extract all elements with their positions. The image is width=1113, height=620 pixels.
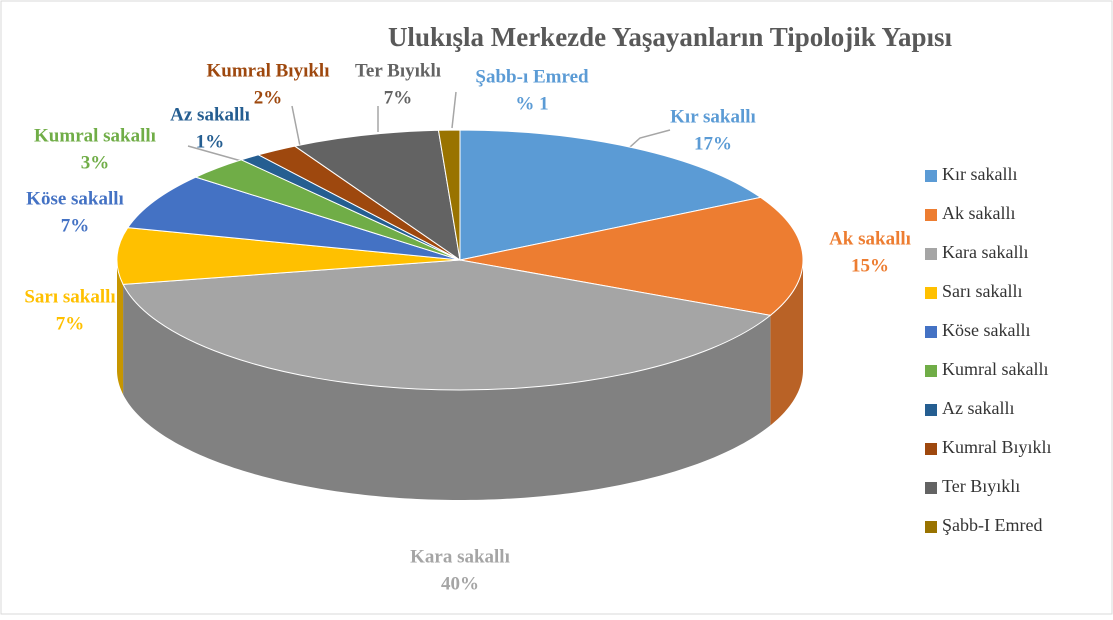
legend-swatch: [925, 404, 937, 416]
legend-swatch: [925, 287, 937, 299]
data-label-name: Kumral sakallı: [34, 125, 156, 146]
legend-label: Şabb-I Emred: [942, 515, 1042, 535]
legend-label: Ter Bıyıklı: [942, 476, 1020, 496]
legend-label: Kır sakallı: [942, 164, 1017, 184]
data-label-value: 40%: [441, 573, 479, 594]
legend-swatch: [925, 170, 937, 182]
slice: [437, 129, 461, 261]
legend-swatch: [925, 443, 937, 455]
legend-label: Kara sakallı: [942, 242, 1028, 262]
legend-swatch: [925, 326, 937, 338]
legend-label: Az sakallı: [942, 398, 1014, 418]
slice: [122, 259, 772, 391]
slice: [459, 129, 762, 261]
legend-label: Kumral sakallı: [942, 359, 1048, 379]
slice-side: [123, 284, 771, 500]
legend-label: Kumral Bıyıklı: [942, 437, 1052, 457]
legend-swatch: [925, 521, 937, 533]
legend-swatch: [925, 209, 937, 221]
data-label-value: 2%: [254, 87, 283, 108]
data-label-name: Ak sakallı: [829, 228, 911, 249]
data-label-name: Şabb-ı Emred: [475, 66, 589, 87]
data-label-value: 7%: [384, 87, 413, 108]
data-label-name: Kumral Bıyıklı: [207, 60, 330, 81]
chart-title: Ulukışla Merkezde Yaşayanların Tipolojik…: [388, 22, 953, 52]
data-label-name: Az sakallı: [170, 104, 250, 125]
data-label-value: 15%: [851, 255, 889, 276]
legend-swatch: [925, 482, 937, 494]
legend-swatch: [925, 248, 937, 260]
data-label-name: Köse sakallı: [26, 188, 124, 209]
data-label-value: 1%: [196, 131, 225, 152]
legend-label: Köse sakallı: [942, 320, 1030, 340]
slice-side: [117, 260, 124, 395]
slice: [116, 227, 461, 285]
data-label-name: Kara sakallı: [410, 546, 510, 567]
data-label-value: 17%: [694, 133, 732, 154]
data-label-value: 3%: [81, 152, 110, 173]
data-label-name: Ter Bıyıklı: [355, 60, 441, 81]
slice: [293, 129, 461, 262]
data-label-value: % 1: [515, 93, 548, 114]
data-label-value: 7%: [56, 313, 85, 334]
legend-swatch: [925, 365, 937, 377]
data-label-value: 7%: [61, 215, 90, 236]
slice-side: [770, 260, 803, 426]
slice: [126, 176, 461, 261]
data-label-name: Sarı sakallı: [24, 286, 115, 307]
legend-label: Ak sakallı: [942, 203, 1016, 223]
legend-label: Sarı sakallı: [942, 281, 1022, 301]
slice: [459, 196, 804, 316]
data-label-name: Kır sakallı: [670, 106, 756, 127]
